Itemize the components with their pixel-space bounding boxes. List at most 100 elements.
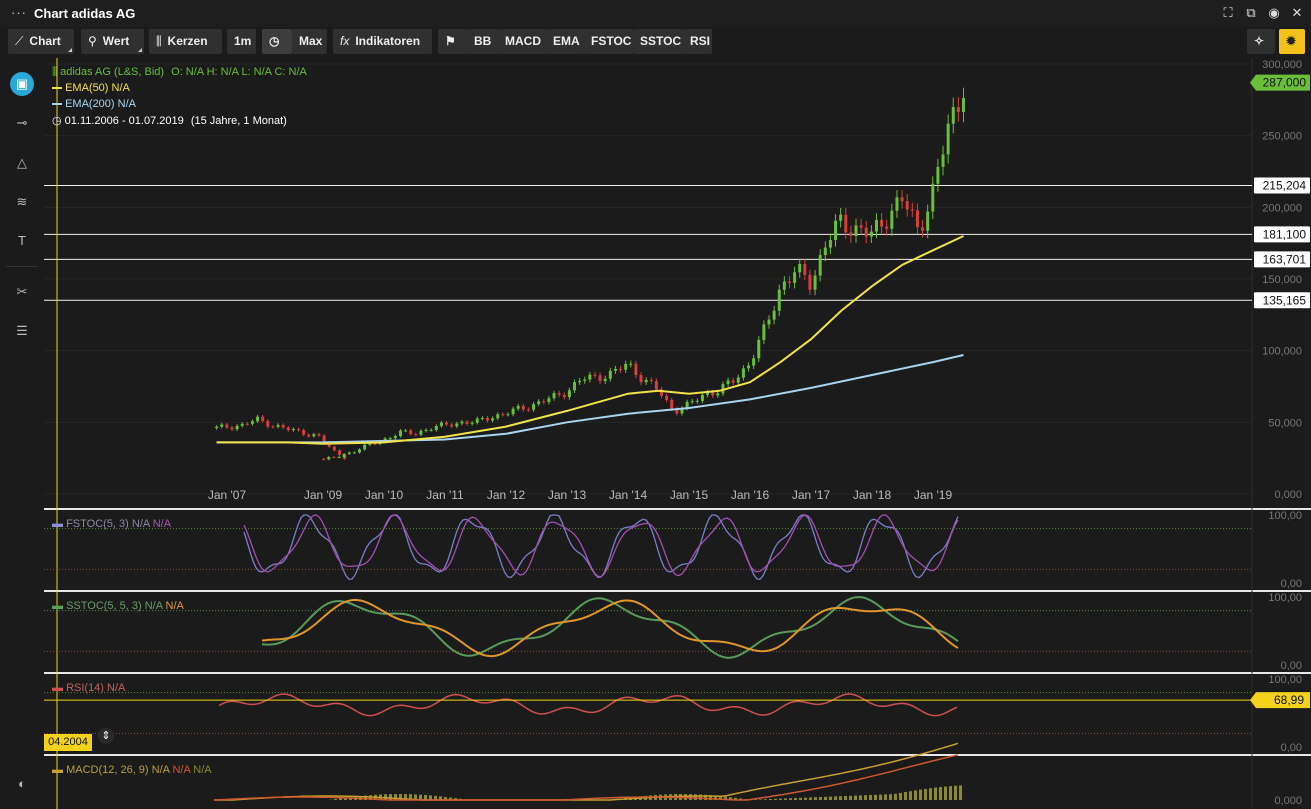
cursor-tool-icon[interactable]: ▣: [10, 72, 34, 96]
chart-area[interactable]: 0,000 50,000 100,000 150,000 200,000 250,000 3…: [44, 58, 1311, 809]
candle-body: [429, 429, 433, 431]
quick-rsi-button[interactable]: RSI: [683, 29, 712, 54]
chart-type-button[interactable]: ⟋ Chart: [8, 29, 74, 54]
wert-button[interactable]: ⚲ Wert: [81, 29, 144, 54]
macd-histogram-bar: [689, 794, 692, 800]
candle-body: [639, 375, 643, 383]
quick-sstoc-button[interactable]: SSTOC: [633, 29, 683, 54]
record-icon[interactable]: ◉: [1268, 5, 1280, 20]
candle-body: [844, 214, 848, 233]
candle-body: [358, 449, 362, 453]
candle-body: [588, 374, 592, 380]
macd-histogram-bar: [829, 796, 832, 800]
layers-icon[interactable]: ☰: [16, 323, 28, 338]
candle-body: [532, 404, 536, 410]
candle-body: [419, 430, 423, 435]
fibonacci-tool-icon[interactable]: ≋: [16, 194, 28, 209]
candle-body: [828, 239, 832, 248]
candle-body: [506, 414, 510, 416]
menu-dots-icon[interactable]: ···: [11, 5, 27, 20]
close-icon[interactable]: ✕: [1291, 5, 1303, 20]
rsi-bottom-label: 0,00: [1281, 742, 1302, 754]
fstoc-bottom-label: 0,00: [1281, 578, 1302, 590]
macd-histogram-bar: [954, 785, 957, 800]
rsi-swatch: ▬: [52, 682, 63, 694]
bookmark-button[interactable]: ⚑: [438, 29, 467, 54]
candle-body: [281, 424, 285, 428]
candle-body: [839, 214, 843, 221]
rsi-value: N/A: [107, 682, 126, 694]
macd-histogram-bar: [414, 794, 417, 800]
x-tick-label: Jan '18: [853, 488, 892, 502]
quick-fstoc-button[interactable]: FSTOC: [584, 29, 633, 54]
candle-body: [337, 456, 341, 458]
text-tool-icon[interactable]: T: [18, 233, 26, 248]
macd-value2: N/A: [172, 764, 191, 776]
triangle-tool-icon[interactable]: △: [17, 155, 27, 170]
window-title: Chart adidas AG: [34, 6, 136, 21]
gear-icon: ✹: [1286, 34, 1297, 48]
quick-ema-label: EMA: [553, 34, 580, 48]
magic-button[interactable]: ✧: [1247, 29, 1275, 54]
macd-signal-line: [213, 754, 959, 801]
sstoc-top-label: 100,00: [1268, 592, 1302, 604]
settings-button[interactable]: ✹: [1279, 29, 1305, 54]
candle-body: [736, 377, 740, 383]
kerzen-label: Kerzen: [167, 34, 208, 48]
y-tick-label: 300,000: [1262, 59, 1302, 71]
candle-body: [235, 425, 239, 430]
support-price-label: 135,165: [1263, 293, 1307, 307]
quick-macd-button[interactable]: MACD: [498, 29, 546, 54]
macd-histogram-bar: [699, 794, 702, 800]
candle-body: [297, 429, 301, 431]
macd-histogram-bar: [789, 798, 792, 800]
quick-bb-button[interactable]: BB: [467, 29, 498, 54]
candle-body: [936, 166, 940, 184]
y-tick-label: 150,000: [1262, 274, 1302, 286]
macd-histogram-bar: [764, 799, 767, 800]
interval-button[interactable]: 1m: [227, 29, 256, 54]
candle-body: [470, 422, 474, 424]
candle-body: [225, 424, 229, 428]
candle-body: [307, 434, 311, 437]
candle-body: [680, 408, 684, 414]
candle-body: [562, 394, 566, 398]
macd-histogram-bar: [389, 794, 392, 800]
theme-contrast-icon[interactable]: ◐: [18, 776, 26, 791]
support-price-label: 163,701: [1263, 252, 1307, 266]
range-button[interactable]: Max: [292, 29, 327, 54]
candle-body: [813, 275, 817, 290]
candle-body: [921, 227, 925, 231]
indikatoren-button[interactable]: fx Indikatoren: [333, 29, 432, 54]
chart-canvas[interactable]: 0,000 50,000 100,000 150,000 200,000 250,000 3…: [44, 58, 1311, 809]
clock-button[interactable]: ◷: [262, 29, 292, 54]
fullscreen-icon[interactable]: ⛶: [1223, 5, 1233, 20]
line-tool-icon[interactable]: ⊸: [16, 115, 28, 130]
sstoc-label: SSTOC(5, 5, 3): [66, 600, 142, 612]
candle-body: [644, 379, 648, 383]
y-tick-label: 100,000: [1262, 346, 1302, 358]
bookmark-icon: ⚑: [445, 34, 456, 48]
tools-icon[interactable]: ✂: [16, 284, 28, 299]
candle-body: [542, 401, 546, 403]
panel-resize-icon[interactable]: ⇕: [98, 728, 114, 744]
quick-ema-button[interactable]: EMA: [546, 29, 584, 54]
candle-body: [332, 446, 336, 451]
candle-body: [552, 393, 556, 399]
macd-histogram-bar: [909, 791, 912, 800]
macd-histogram-bar: [799, 797, 802, 800]
candle-body: [516, 405, 520, 409]
macd-histogram-bar: [844, 796, 847, 800]
candle-body: [368, 443, 372, 445]
candle-body: [890, 210, 894, 229]
rsi-top-label: 100,00: [1268, 674, 1302, 686]
search-icon: ⚲: [88, 34, 97, 48]
popout-icon[interactable]: ⧉: [1246, 5, 1256, 20]
candle-body: [537, 401, 541, 405]
fstoc-value2: N/A: [152, 518, 172, 530]
function-icon: fx: [340, 34, 350, 48]
interval-label: 1m: [234, 34, 252, 48]
kerzen-button[interactable]: ⫼ Kerzen: [149, 29, 222, 54]
macd-histogram-bar: [819, 797, 822, 800]
candle-body: [951, 107, 955, 124]
